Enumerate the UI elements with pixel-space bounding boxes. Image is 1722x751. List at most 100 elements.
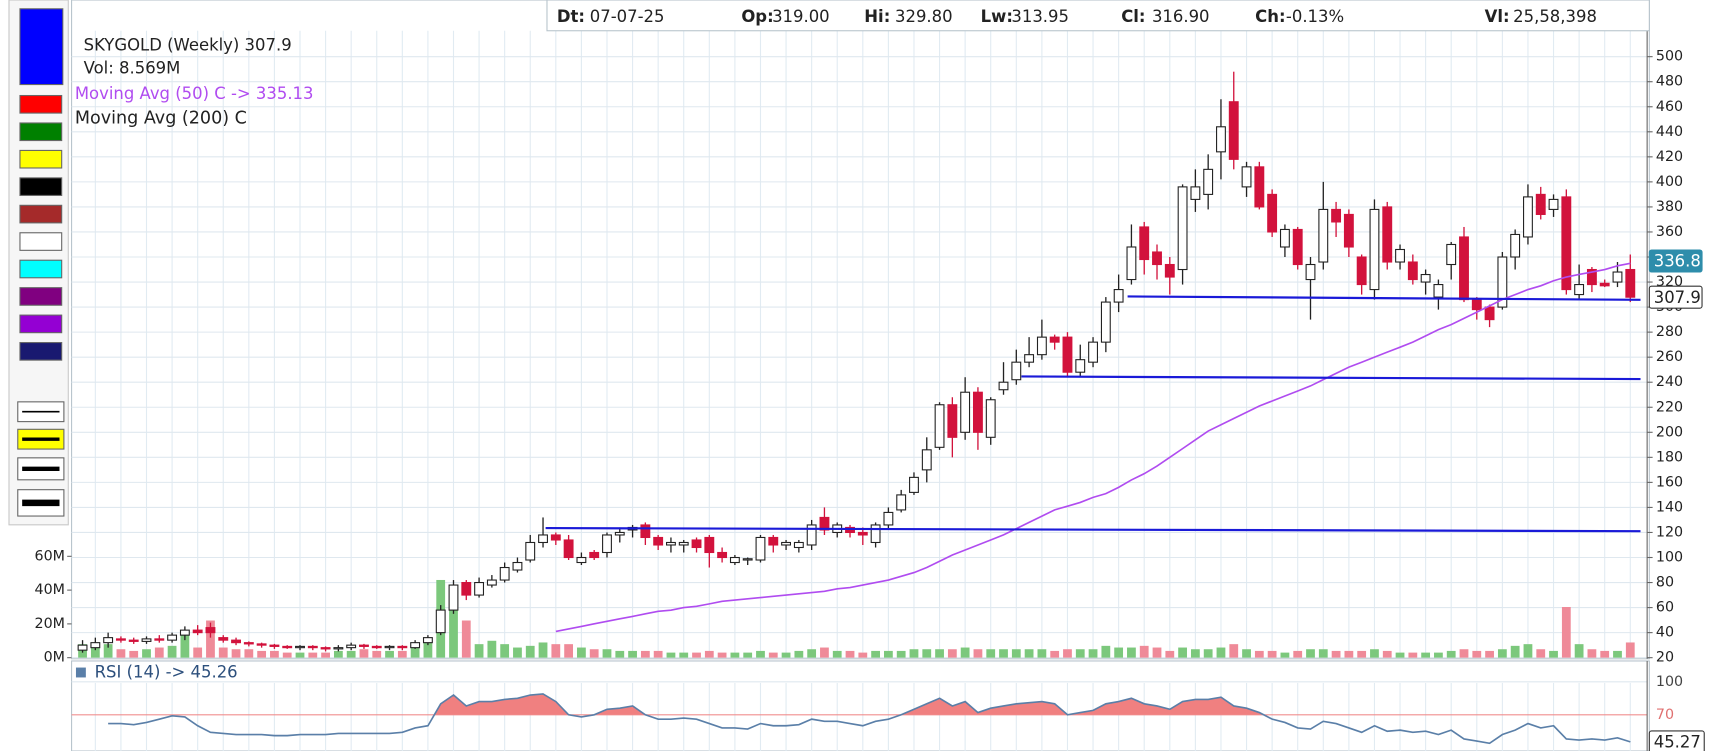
volume-bar xyxy=(270,650,279,658)
volume-bar xyxy=(947,649,957,658)
header-value: 319.00 xyxy=(772,7,830,26)
volume-bar xyxy=(1497,649,1507,658)
candle-body xyxy=(115,638,126,641)
candle-body xyxy=(499,566,510,581)
candle-body xyxy=(512,561,523,571)
candle-body xyxy=(934,404,945,448)
color-swatch[interactable] xyxy=(19,259,63,279)
color-swatch[interactable] xyxy=(19,342,63,361)
candle-body xyxy=(1574,284,1585,296)
volume-bar xyxy=(1152,647,1162,658)
volume-bar xyxy=(257,650,267,658)
candle-body xyxy=(1407,261,1418,281)
candle-body xyxy=(320,647,331,650)
volume-bar xyxy=(820,647,829,658)
volume-bar xyxy=(1037,649,1047,658)
color-swatch[interactable] xyxy=(19,204,63,224)
color-swatch[interactable] xyxy=(19,314,63,334)
candle-body xyxy=(1331,208,1342,223)
moving-average-line xyxy=(555,262,1631,633)
volume-bar xyxy=(206,620,215,658)
volume-bar xyxy=(1523,644,1533,658)
header-bar xyxy=(546,0,1650,32)
volume-bar xyxy=(871,650,880,658)
candle-body xyxy=(1062,336,1073,373)
y-tick-label: 460 xyxy=(1656,99,1683,115)
color-swatch[interactable] xyxy=(19,232,63,251)
volume-bar xyxy=(410,647,420,658)
candle-body xyxy=(1126,246,1137,281)
volume-bar xyxy=(1395,652,1405,658)
candle-body xyxy=(1625,268,1636,298)
volume-bar xyxy=(116,649,126,658)
header-label: Op: xyxy=(741,7,773,26)
candle-body xyxy=(256,643,267,646)
volume-bar xyxy=(768,652,778,658)
candle-body xyxy=(1279,228,1290,248)
candle-body xyxy=(333,647,344,650)
candle-body xyxy=(1305,263,1316,281)
toolbar xyxy=(8,0,69,526)
volume-bar xyxy=(717,652,727,658)
candle-body xyxy=(883,511,894,526)
volume-bar xyxy=(487,640,497,658)
volume-bar xyxy=(602,649,612,658)
candle-body xyxy=(1113,289,1124,303)
rsi-legend: RSI (14) -> 45.26 xyxy=(95,663,238,682)
volume-bar xyxy=(359,649,369,658)
candle-body xyxy=(857,531,868,536)
volume-bar xyxy=(704,650,714,658)
volume-bar xyxy=(807,649,817,658)
rsi-tick-label: 100 xyxy=(1656,674,1683,690)
candle-body xyxy=(422,637,433,644)
volume-bar xyxy=(1625,642,1635,658)
volume-bar xyxy=(282,652,292,658)
y-tick-label: 400 xyxy=(1656,174,1683,190)
volume-bar xyxy=(1408,652,1418,658)
y-tick-label: 200 xyxy=(1656,424,1683,440)
candle-body xyxy=(525,541,536,561)
volume-bar xyxy=(564,644,574,658)
candle-body xyxy=(1164,263,1175,278)
color-swatch[interactable] xyxy=(19,149,63,169)
y-tick-label: 40 xyxy=(1656,625,1674,641)
candle-body xyxy=(359,644,369,647)
candle-body xyxy=(653,536,664,546)
candle-body xyxy=(793,541,804,549)
volume-bar xyxy=(1114,647,1124,658)
color-swatch[interactable] xyxy=(19,94,63,114)
volume-bar xyxy=(896,650,906,658)
trend-line xyxy=(545,526,1641,533)
color-swatch[interactable] xyxy=(19,122,63,142)
volume-bar xyxy=(1357,650,1367,658)
volume-bar xyxy=(1446,650,1456,658)
candle-body xyxy=(384,645,395,649)
volume-bar xyxy=(167,645,177,658)
candle-body xyxy=(1024,354,1035,363)
color-swatch[interactable] xyxy=(19,177,63,196)
y-tick-label: 100 xyxy=(1656,550,1683,566)
candle-body xyxy=(1011,361,1022,381)
volume-bar xyxy=(1344,650,1354,658)
volume-bar xyxy=(743,652,753,658)
volume-bar xyxy=(346,650,356,658)
rsi-legend-swatch xyxy=(75,667,86,678)
volume-bar xyxy=(577,647,586,658)
candle-body xyxy=(1535,193,1546,215)
header-value: 07-07-25 xyxy=(590,7,665,26)
volume-bar xyxy=(1267,650,1277,658)
volume-bar xyxy=(1587,649,1597,658)
y-tick-label: 140 xyxy=(1656,499,1683,515)
volume-bar xyxy=(1254,650,1264,658)
header-label: Dt: xyxy=(557,7,585,26)
candle-body xyxy=(717,551,728,559)
candle-body xyxy=(550,534,561,541)
volume-bar xyxy=(781,652,791,658)
color-swatch[interactable] xyxy=(19,8,64,86)
color-swatch[interactable] xyxy=(19,287,63,306)
volume-bar xyxy=(960,647,970,658)
volume-bar xyxy=(1574,644,1584,658)
volume-bar xyxy=(1318,649,1328,658)
candle-body xyxy=(1497,256,1508,308)
